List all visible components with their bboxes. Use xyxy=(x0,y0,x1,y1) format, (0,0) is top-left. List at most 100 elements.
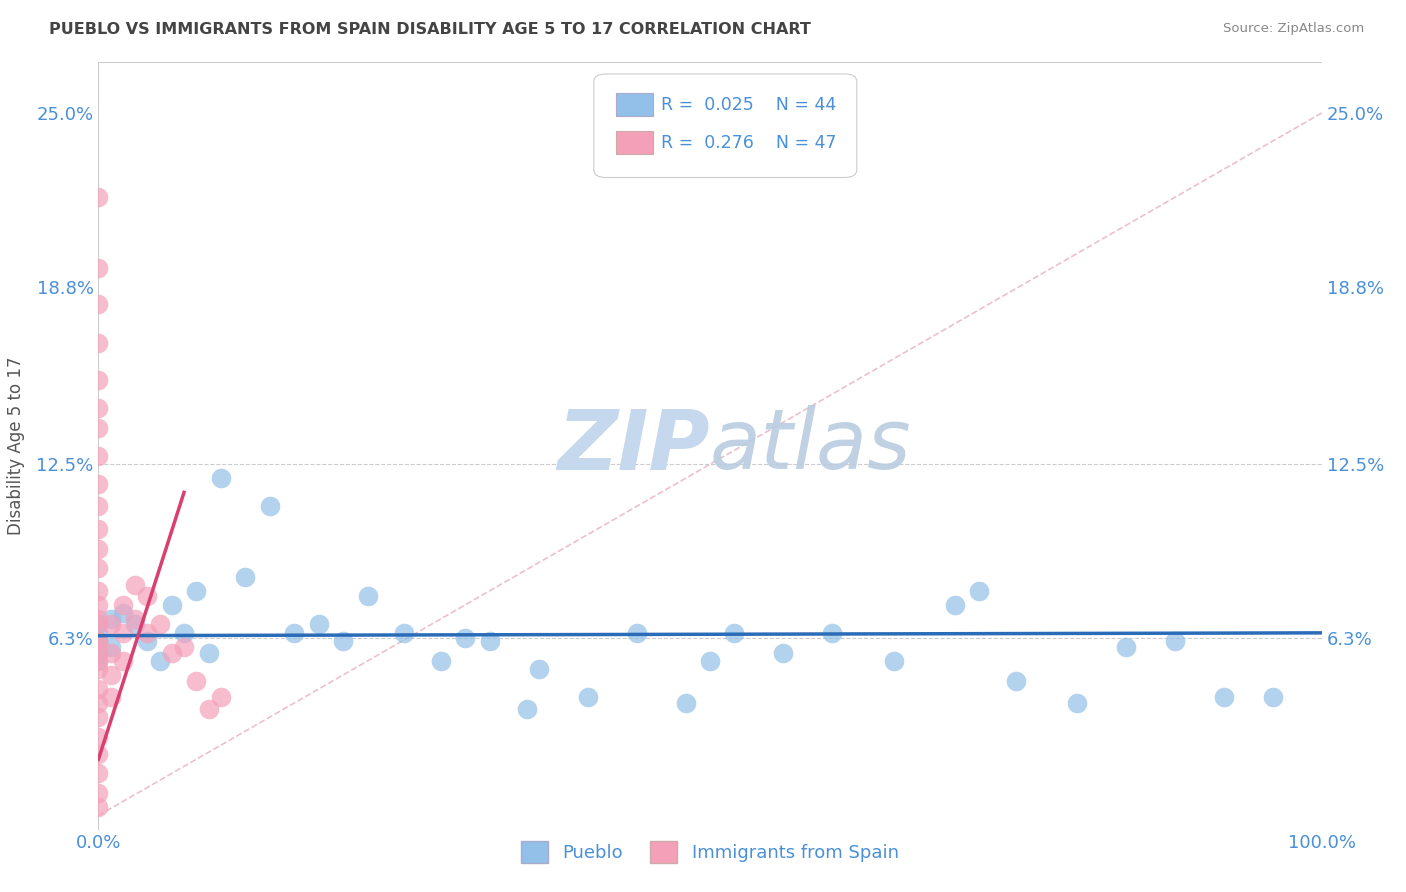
Text: ZIP: ZIP xyxy=(557,406,710,486)
Point xyxy=(87,401,110,415)
Text: Source: ZipAtlas.com: Source: ZipAtlas.com xyxy=(1223,22,1364,36)
Bar xyxy=(616,131,652,154)
Point xyxy=(1004,673,1026,688)
Point xyxy=(87,500,110,514)
Point xyxy=(87,747,110,761)
Point xyxy=(87,477,110,491)
Point xyxy=(87,449,110,463)
Point xyxy=(883,654,905,668)
Point xyxy=(233,569,256,583)
Point xyxy=(87,786,110,800)
Point xyxy=(87,696,110,710)
Point xyxy=(87,612,110,626)
Point xyxy=(430,654,453,668)
Point xyxy=(87,662,110,676)
Point xyxy=(160,646,183,660)
Point xyxy=(87,421,110,435)
Point xyxy=(136,590,159,604)
Point xyxy=(967,583,990,598)
Point xyxy=(87,634,110,648)
Point xyxy=(478,634,501,648)
Point xyxy=(100,646,122,660)
Point xyxy=(87,598,110,612)
Point xyxy=(723,625,745,640)
Point xyxy=(209,690,232,705)
Point xyxy=(392,625,416,640)
FancyBboxPatch shape xyxy=(593,74,856,178)
Text: R =  0.276    N = 47: R = 0.276 N = 47 xyxy=(661,134,837,152)
Point xyxy=(87,617,110,632)
Point xyxy=(87,634,110,648)
Point xyxy=(87,730,110,744)
Point xyxy=(111,598,134,612)
Point xyxy=(111,606,134,620)
Point xyxy=(149,654,172,668)
Point xyxy=(197,646,219,660)
Point xyxy=(527,662,550,676)
Point xyxy=(100,690,122,705)
Point xyxy=(821,625,844,640)
Point xyxy=(209,471,232,485)
Point xyxy=(1115,640,1137,654)
Bar xyxy=(616,93,652,116)
Point xyxy=(124,617,146,632)
Point xyxy=(1212,690,1234,705)
Point xyxy=(111,654,134,668)
Point xyxy=(87,766,110,780)
Point xyxy=(87,583,110,598)
Point xyxy=(1261,690,1284,705)
Point xyxy=(100,617,122,632)
Point xyxy=(1164,634,1187,648)
Point xyxy=(283,625,305,640)
Point xyxy=(100,640,122,654)
Point xyxy=(87,710,110,724)
Point xyxy=(626,625,648,640)
Point xyxy=(87,681,110,696)
Point xyxy=(308,617,330,632)
Point xyxy=(197,702,219,716)
Point xyxy=(87,800,110,814)
Y-axis label: Disability Age 5 to 17: Disability Age 5 to 17 xyxy=(7,357,25,535)
Point xyxy=(87,260,110,275)
Point xyxy=(136,625,159,640)
Point xyxy=(111,625,134,640)
Text: atlas: atlas xyxy=(710,406,911,486)
Point xyxy=(173,625,195,640)
Point xyxy=(160,598,183,612)
Legend: Pueblo, Immigrants from Spain: Pueblo, Immigrants from Spain xyxy=(515,834,905,871)
Point xyxy=(356,590,378,604)
Point xyxy=(149,617,172,632)
Point xyxy=(87,654,110,668)
Point xyxy=(675,696,697,710)
Point xyxy=(87,646,110,660)
Point xyxy=(87,617,110,632)
Point xyxy=(186,583,208,598)
Point xyxy=(186,673,208,688)
Text: R =  0.025    N = 44: R = 0.025 N = 44 xyxy=(661,95,837,113)
Point xyxy=(87,625,110,640)
Point xyxy=(87,373,110,387)
Point xyxy=(100,668,122,682)
Point xyxy=(576,690,599,705)
Point xyxy=(454,632,477,646)
Point xyxy=(87,561,110,575)
Point xyxy=(173,640,195,654)
Point xyxy=(87,654,110,668)
Point xyxy=(259,500,281,514)
Point xyxy=(699,654,721,668)
Point xyxy=(124,612,146,626)
Point xyxy=(124,578,146,592)
Point xyxy=(136,634,159,648)
Point xyxy=(943,598,966,612)
Point xyxy=(87,522,110,536)
Point xyxy=(332,634,354,648)
Point xyxy=(87,297,110,311)
Point xyxy=(87,634,110,648)
Point xyxy=(1066,696,1088,710)
Point xyxy=(515,702,537,716)
Point xyxy=(772,646,794,660)
Point xyxy=(87,190,110,204)
Point xyxy=(87,646,110,660)
Point xyxy=(87,541,110,556)
Point xyxy=(87,336,110,351)
